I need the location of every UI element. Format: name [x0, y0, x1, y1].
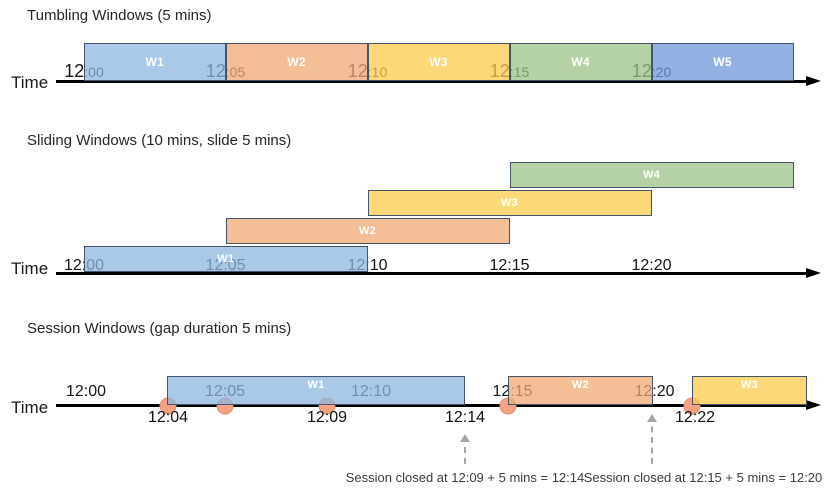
window-label: W4 — [642, 169, 661, 181]
time-axis-arrowhead — [806, 400, 821, 410]
time-axis — [56, 404, 806, 407]
session-note: Session closed at 12:09 + 5 mins = 12:14 — [345, 470, 585, 485]
time-axis-arrowhead — [806, 268, 821, 278]
tick-hour: 12 — [64, 61, 85, 81]
event-time-label: 12:09 — [306, 409, 348, 426]
window-label: W3 — [429, 55, 448, 69]
window-box-w4: W4 — [509, 162, 794, 188]
window-label: W1 — [307, 379, 325, 391]
time-axis-label: Time — [11, 73, 49, 92]
session-close-arrow — [460, 434, 470, 464]
window-label: W2 — [571, 379, 590, 391]
window-label: W3 — [740, 379, 759, 391]
section-title-session: Session Windows (gap duration 5 mins) — [27, 320, 292, 337]
window-box-w3: W3 — [692, 376, 807, 405]
tick-12-20: 12:20 — [631, 257, 672, 274]
session-close-arrow — [647, 414, 657, 464]
event-time-label: 12:22 — [674, 409, 716, 426]
time-axis — [56, 272, 806, 275]
section-title-sliding: Sliding Windows (10 mins, slide 5 mins) — [27, 132, 292, 149]
window-label: W2 — [287, 55, 306, 69]
time-axis-arrowhead — [806, 76, 821, 86]
window-label: W1 — [145, 55, 165, 69]
window-label: W1 — [217, 253, 235, 265]
window-box-w1: W1 — [84, 43, 226, 81]
window-box-w2: W2 — [508, 376, 653, 405]
tick-12-00: 12:00 — [65, 383, 107, 400]
window-box-w1: W1 — [167, 376, 465, 405]
tick-12-15: 12:15 — [489, 257, 530, 274]
time-axis — [56, 80, 806, 83]
session-note: Session closed at 12:15 + 5 mins = 12:20 — [583, 470, 823, 485]
window-label: W2 — [358, 225, 377, 237]
window-box-w3: W3 — [367, 190, 652, 216]
window-box-w2: W2 — [225, 43, 368, 81]
section-title-tumbling: Tumbling Windows (5 mins) — [27, 7, 212, 24]
window-box-w4: W4 — [509, 43, 652, 81]
up-arrow-icon — [460, 434, 470, 442]
up-arrow-icon — [647, 414, 657, 422]
time-axis-label: Time — [11, 398, 49, 417]
window-label: W4 — [571, 55, 590, 69]
window-label: W3 — [500, 197, 519, 209]
window-box-w3: W3 — [367, 43, 510, 81]
window-label: W5 — [713, 55, 732, 69]
time-axis-label: Time — [11, 259, 49, 278]
window-box-w1: W1 — [84, 246, 368, 272]
event-time-label: 12:04 — [147, 409, 189, 426]
event-time-label: 12:14 — [444, 409, 486, 426]
window-box-w2: W2 — [225, 218, 510, 244]
window-box-w5: W5 — [651, 43, 794, 81]
